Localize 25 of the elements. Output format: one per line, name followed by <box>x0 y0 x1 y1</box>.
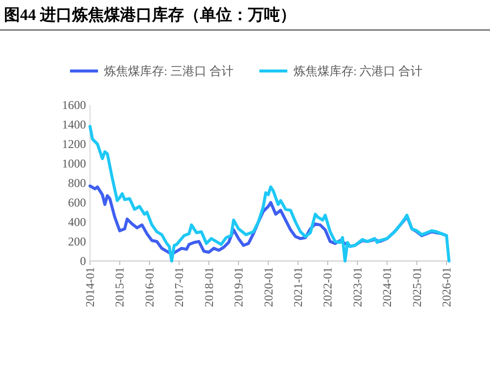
y-tick-label: 1600 <box>62 98 86 112</box>
y-tick-label: 200 <box>68 234 86 248</box>
x-tick-label: 2017-01 <box>172 267 186 307</box>
x-tick-label: 2018-01 <box>202 267 216 307</box>
y-tick-label: 1400 <box>62 118 86 132</box>
x-tick-label: 2025-01 <box>410 267 424 307</box>
y-tick-label: 1200 <box>62 137 86 151</box>
x-tick-label: 2014-01 <box>83 267 97 307</box>
chart-title: 图44 进口炼焦煤港口库存（单位：万吨） <box>4 6 296 24</box>
y-tick-label: 1000 <box>62 156 86 170</box>
x-tick-label: 2016-01 <box>142 267 156 307</box>
legend-label: 炼焦煤库存: 三港口 合计 <box>104 64 234 78</box>
y-tick-label: 800 <box>68 176 86 190</box>
y-tick-label: 400 <box>68 215 86 229</box>
y-tick-label: 600 <box>68 196 86 210</box>
y-tick-label: 0 <box>80 254 86 268</box>
x-tick-label: 2023-01 <box>350 267 364 307</box>
x-tick-label: 2022-01 <box>320 267 335 307</box>
x-tick-label: 2026-01 <box>440 267 454 307</box>
x-tick-label: 2021-01 <box>290 267 305 307</box>
x-tick-label: 2015-01 <box>112 267 127 307</box>
legend-label: 炼焦煤库存: 六港口 合计 <box>293 64 423 78</box>
x-tick-label: 2019-01 <box>232 267 246 307</box>
x-tick-label: 2020-01 <box>261 267 276 307</box>
x-tick-label: 2024-01 <box>380 267 394 307</box>
